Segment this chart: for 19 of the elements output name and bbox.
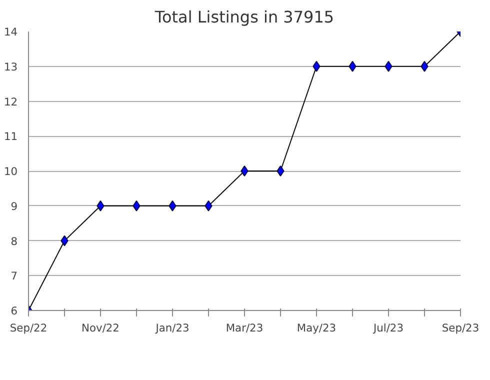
point [240,166,248,176]
x-tick-label: Jul/23 [372,322,404,334]
y-tick-label: 7 [10,270,18,283]
y-tick-label: 11 [4,130,18,144]
x-tick-label: Nov/22 [82,322,120,334]
y-tick-label: 6 [10,304,18,318]
y-tick-label: 9 [10,200,18,213]
x-tick-label: Jan/23 [154,322,190,334]
x-tick-label: Sep/23 [442,322,480,334]
y-tick-label: 10 [4,165,18,178]
x-tick-label: May/23 [296,322,336,334]
y-tick-label: 13 [4,60,18,74]
x-tick-label: Mar/23 [226,322,264,334]
chart-title: Total Listings in 37915 [154,8,334,26]
y-tick-label: 8 [10,234,18,248]
x-tick-label: Sep/22 [10,322,48,334]
y-tick-label: 12 [4,95,18,108]
y-tick-label: 14 [4,26,18,38]
point [276,166,284,176]
